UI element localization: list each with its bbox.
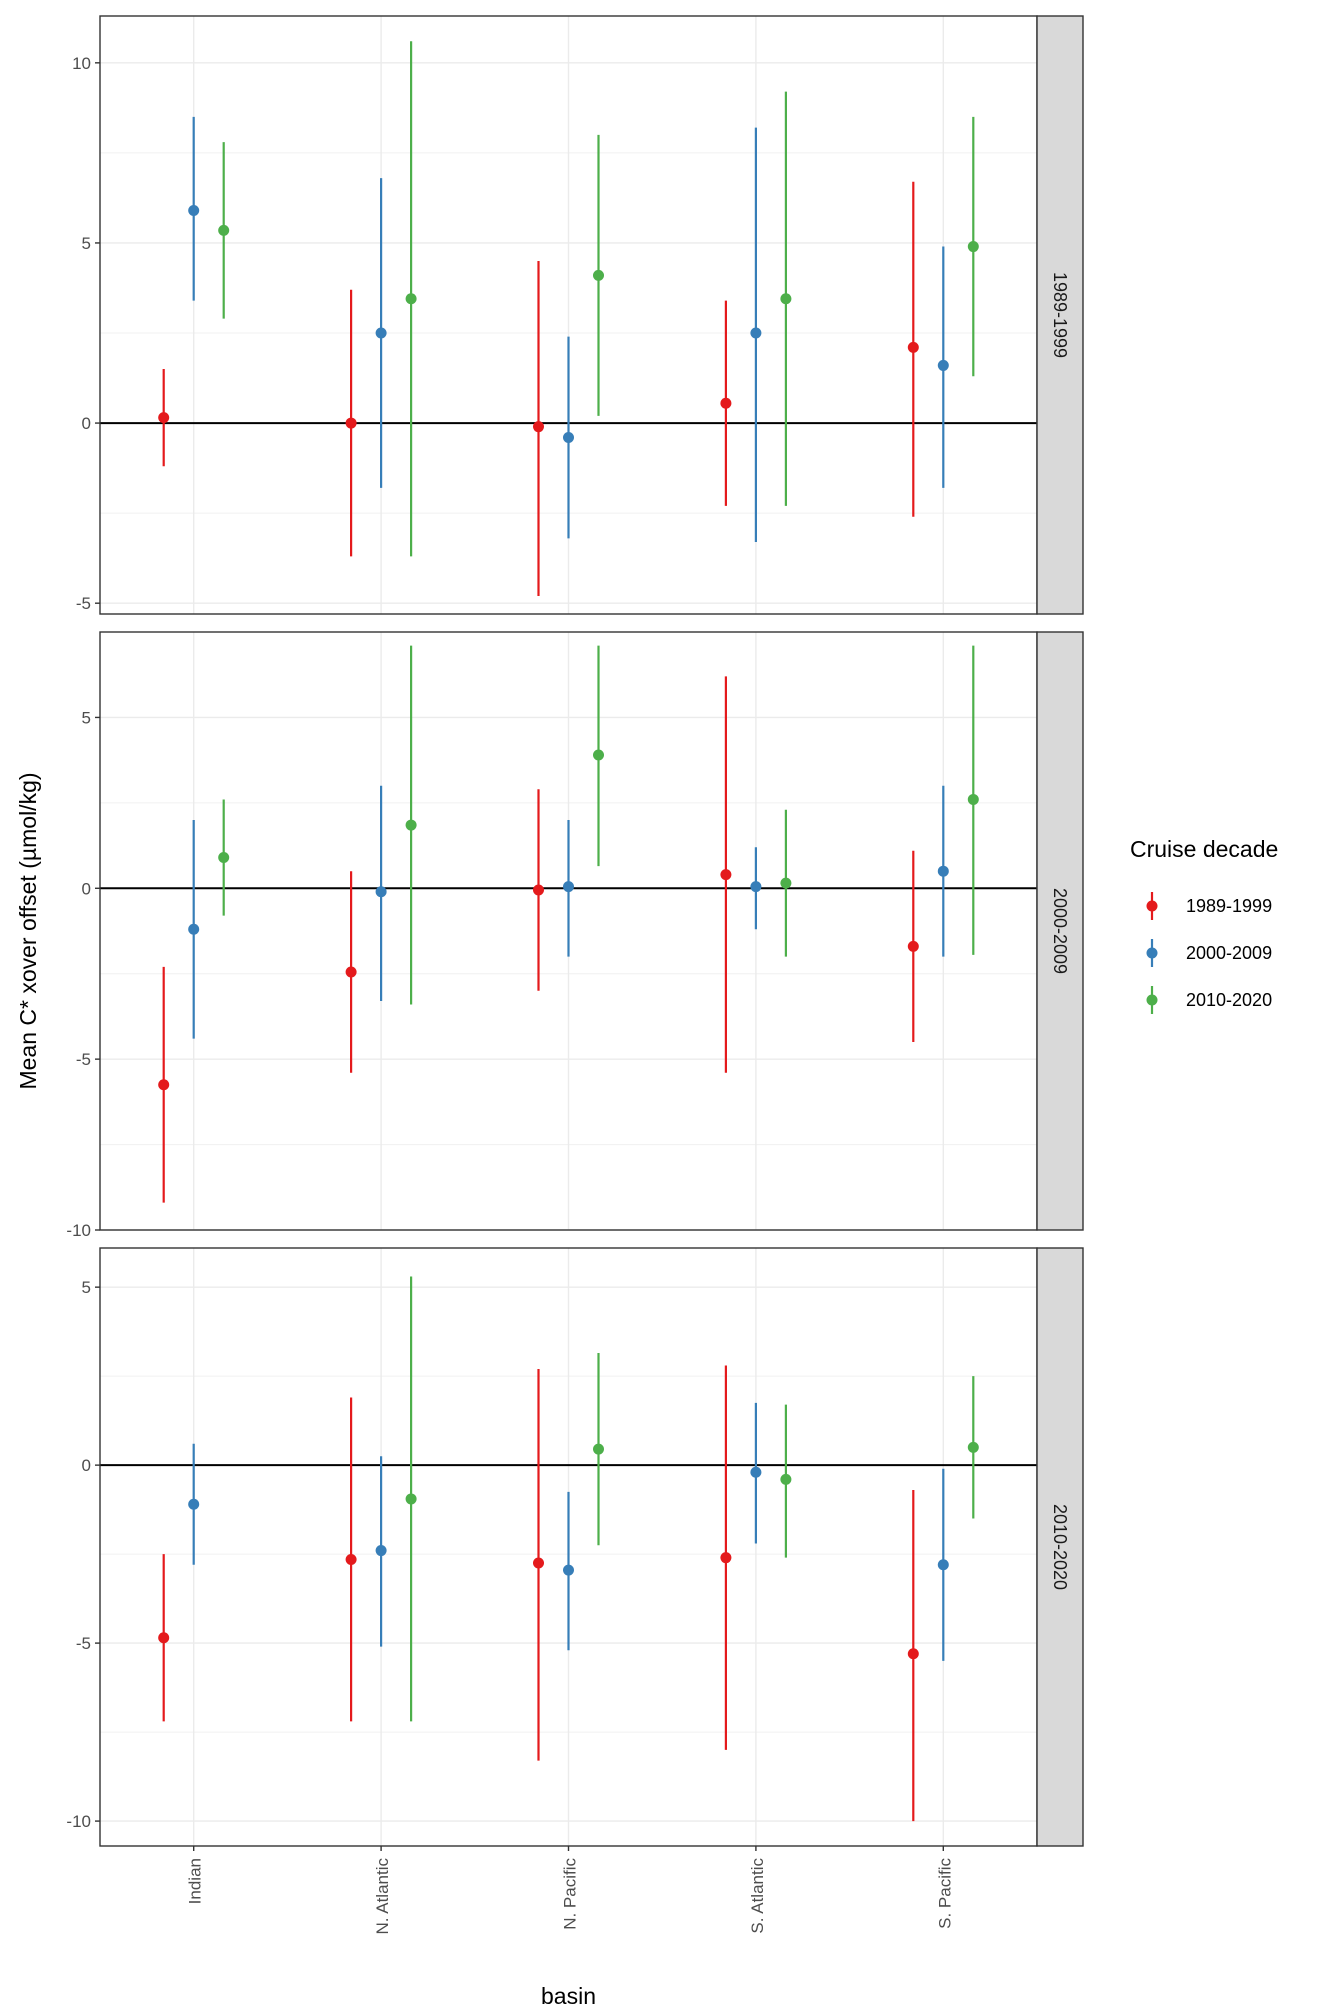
legend-key-point [1146, 900, 1158, 912]
point-1989-1999 [907, 341, 919, 353]
point-1989-1999 [345, 417, 357, 429]
point-2010-2020 [593, 269, 604, 281]
legend-label: 2000-2009 [1186, 943, 1272, 963]
point-1989-1999 [158, 1079, 170, 1091]
x-axis-title: basin [541, 1983, 596, 2009]
y-tick-label: -5 [76, 1634, 91, 1653]
legend-title: Cruise decade [1130, 836, 1278, 862]
legend-key-point [1146, 994, 1158, 1006]
point-2000-2009 [375, 1545, 387, 1557]
facet-strip-label: 2010-2020 [1050, 1504, 1070, 1590]
point-2010-2020 [218, 224, 230, 236]
point-1989-1999 [533, 884, 544, 896]
point-2010-2020 [967, 1441, 979, 1453]
y-tick-label: 5 [82, 708, 91, 727]
point-2010-2020 [780, 1473, 792, 1485]
y-tick-label: 0 [82, 414, 91, 433]
point-2000-2009 [937, 359, 949, 371]
point-2010-2020 [780, 877, 792, 889]
facet-strip [1036, 15, 1084, 615]
y-tick-label: 0 [82, 1456, 91, 1475]
point-2000-2009 [937, 865, 949, 877]
legend-label: 2010-2020 [1186, 990, 1272, 1010]
point-2010-2020 [405, 819, 417, 831]
point-1989-1999 [533, 421, 544, 433]
point-2010-2020 [405, 1493, 417, 1505]
x-tick-label: Indian [186, 1858, 205, 1904]
y-tick-label: 10 [72, 54, 91, 73]
y-tick-label: -5 [76, 594, 91, 613]
legend-label: 1989-1999 [1186, 896, 1272, 916]
point-1989-1999 [720, 1552, 732, 1564]
x-tick-label: N. Pacific [561, 1858, 580, 1930]
point-2000-2009 [563, 1564, 574, 1576]
facet-strip [1036, 631, 1084, 1231]
point-2010-2020 [593, 1443, 604, 1455]
y-tick-label: -10 [66, 1812, 91, 1831]
point-1989-1999 [907, 1648, 919, 1660]
legend-key-point [1146, 947, 1158, 959]
point-2010-2020 [780, 293, 792, 305]
point-2010-2020 [593, 749, 604, 761]
point-2000-2009 [563, 431, 574, 443]
point-1989-1999 [720, 397, 732, 409]
y-tick-label: -5 [76, 1050, 91, 1069]
x-tick-label: S. Atlantic [748, 1858, 767, 1934]
point-2000-2009 [188, 1498, 200, 1510]
facet-strip-label: 1989-1999 [1050, 272, 1070, 358]
y-tick-label: 5 [82, 1278, 91, 1297]
point-2010-2020 [405, 293, 417, 305]
point-1989-1999 [533, 1557, 544, 1569]
point-2000-2009 [188, 205, 200, 217]
point-2000-2009 [563, 881, 574, 893]
point-1989-1999 [907, 940, 919, 952]
point-2000-2009 [750, 1466, 762, 1478]
point-2000-2009 [750, 327, 762, 339]
y-axis-title: Mean C* xover offset (µmol/kg) [15, 772, 41, 1089]
point-2010-2020 [967, 241, 979, 253]
point-1989-1999 [158, 1632, 170, 1644]
point-1989-1999 [158, 412, 170, 424]
point-2010-2020 [218, 852, 230, 864]
facet-strip-label: 2000-2009 [1050, 888, 1070, 974]
x-tick-label: N. Atlantic [373, 1858, 392, 1935]
point-1989-1999 [345, 966, 357, 978]
x-tick-label: S. Pacific [935, 1858, 954, 1929]
facet-strip [1036, 1247, 1084, 1847]
y-tick-label: 5 [82, 234, 91, 253]
y-tick-label: 0 [82, 879, 91, 898]
point-2000-2009 [375, 327, 387, 339]
point-2000-2009 [375, 886, 387, 898]
point-1989-1999 [720, 869, 732, 881]
point-1989-1999 [345, 1553, 357, 1565]
point-2000-2009 [937, 1559, 949, 1571]
point-2000-2009 [750, 881, 762, 893]
point-2000-2009 [188, 923, 200, 935]
point-2010-2020 [967, 793, 979, 805]
y-tick-label: -10 [66, 1221, 91, 1240]
